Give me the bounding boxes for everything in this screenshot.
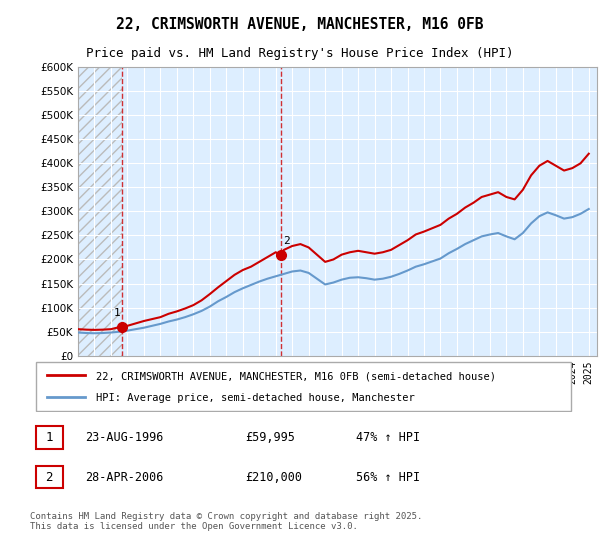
Text: 47% ↑ HPI: 47% ↑ HPI <box>356 431 420 444</box>
Text: HPI: Average price, semi-detached house, Manchester: HPI: Average price, semi-detached house,… <box>96 394 415 404</box>
FancyBboxPatch shape <box>35 427 63 449</box>
Text: 22, CRIMSWORTH AVENUE, MANCHESTER, M16 0FB (semi-detached house): 22, CRIMSWORTH AVENUE, MANCHESTER, M16 0… <box>96 371 496 381</box>
Text: £59,995: £59,995 <box>245 431 295 444</box>
Text: Price paid vs. HM Land Registry's House Price Index (HPI): Price paid vs. HM Land Registry's House … <box>86 47 514 60</box>
Text: 1: 1 <box>113 308 120 318</box>
Text: 22, CRIMSWORTH AVENUE, MANCHESTER, M16 0FB: 22, CRIMSWORTH AVENUE, MANCHESTER, M16 0… <box>116 17 484 32</box>
Text: 2: 2 <box>283 236 289 246</box>
Text: 56% ↑ HPI: 56% ↑ HPI <box>356 471 420 484</box>
Text: 2: 2 <box>46 471 53 484</box>
FancyBboxPatch shape <box>35 362 571 410</box>
Text: 1: 1 <box>46 431 53 444</box>
Text: Contains HM Land Registry data © Crown copyright and database right 2025.
This d: Contains HM Land Registry data © Crown c… <box>30 512 422 531</box>
Text: £210,000: £210,000 <box>245 471 302 484</box>
Text: 28-APR-2006: 28-APR-2006 <box>85 471 164 484</box>
Bar <box>78 67 122 356</box>
FancyBboxPatch shape <box>35 466 63 488</box>
Text: 23-AUG-1996: 23-AUG-1996 <box>85 431 164 444</box>
